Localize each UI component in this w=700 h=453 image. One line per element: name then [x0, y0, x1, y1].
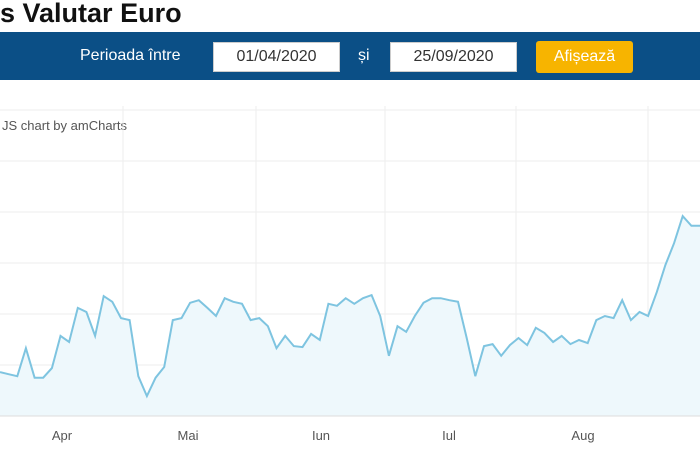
- x-tick-label: Aug: [571, 428, 594, 443]
- line: [0, 214, 700, 399]
- date-from-input[interactable]: 01/04/2020: [213, 42, 340, 72]
- show-button[interactable]: Afișează: [536, 41, 633, 73]
- line-area: [0, 216, 700, 416]
- x-tick-label: Iul: [442, 428, 456, 443]
- filter-bar: Perioada între 01/04/2020 și 25/09/2020 …: [0, 32, 700, 80]
- conjunction: și: [358, 47, 370, 64]
- x-tick-label: Iun: [312, 428, 330, 443]
- x-tick-label: Mai: [178, 428, 199, 443]
- x-tick-label: Apr: [52, 428, 73, 443]
- chart-credit: JS chart by amCharts: [2, 118, 127, 133]
- period-label: Perioada între: [80, 47, 181, 64]
- page-title: s Valutar Euro: [0, 0, 182, 28]
- date-to-input[interactable]: 25/09/2020: [390, 42, 517, 72]
